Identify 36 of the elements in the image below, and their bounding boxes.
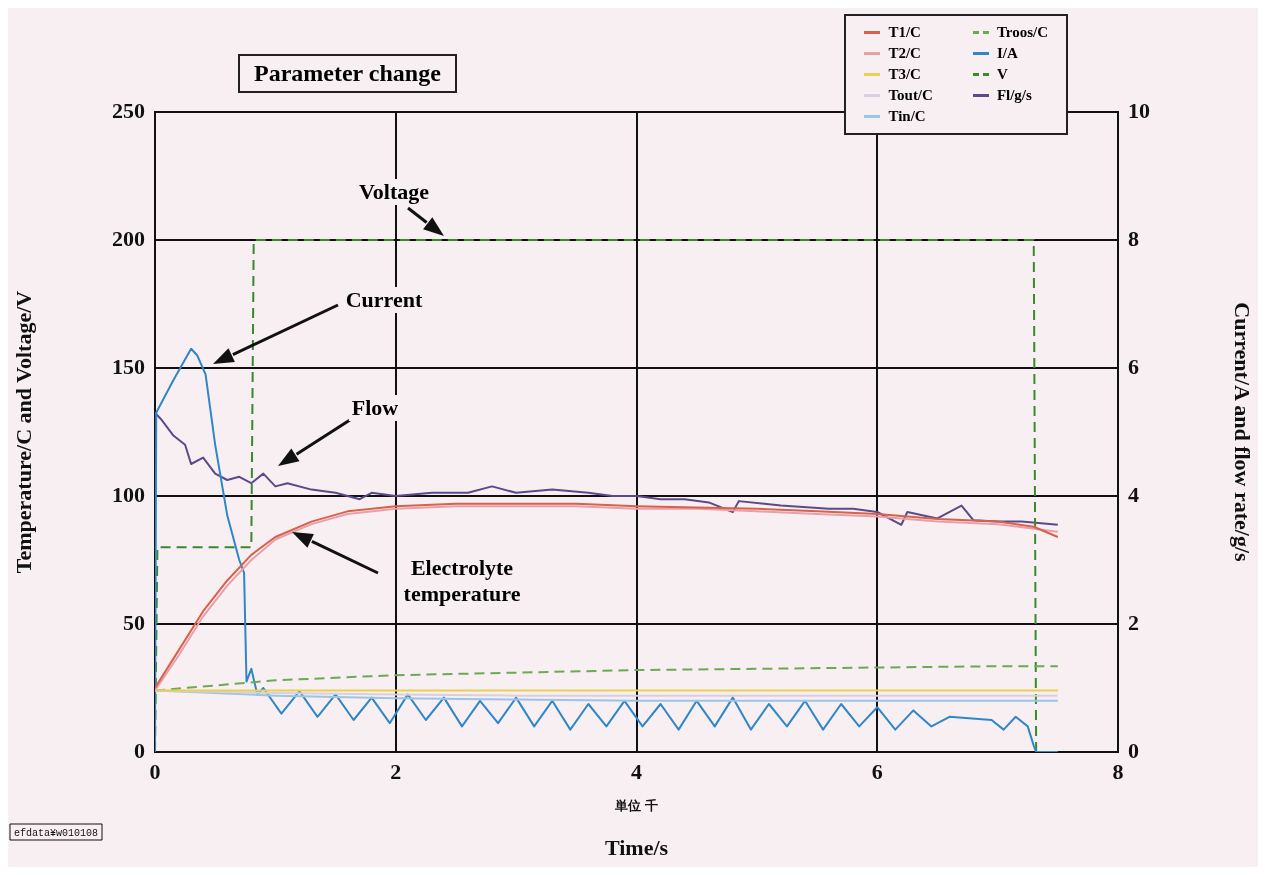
y-tick-label: 150 — [112, 353, 145, 379]
y2-tick-label: 4 — [1128, 481, 1139, 507]
y-tick-label: 200 — [112, 225, 145, 251]
y2-tick-label: 2 — [1128, 609, 1139, 635]
annotation: Current — [342, 287, 426, 313]
text: efdata¥w010108 — [14, 828, 99, 839]
legend-label: Troos/C — [996, 24, 1048, 41]
y-tick-label: 100 — [112, 481, 145, 507]
y2-tick-label: 0 — [1128, 737, 1139, 763]
legend-label: Tin/C — [888, 108, 926, 125]
y-tick-label: 50 — [123, 609, 145, 635]
annotation: Voltage — [355, 179, 433, 205]
legend-label: T3/C — [888, 66, 921, 83]
legend-label: Tout/C — [888, 87, 933, 104]
y2-tick-label: 6 — [1128, 353, 1139, 379]
y-tick-label: 250 — [112, 97, 145, 123]
annotation: Electrolyte temperature — [400, 555, 524, 607]
legend-label: I/A — [996, 45, 1018, 62]
x-tick-label: 4 — [631, 758, 642, 784]
y-axis-title: Temperature/C and Voltage/V — [10, 290, 36, 574]
y2-tick-label: 10 — [1128, 97, 1150, 123]
y-tick-label: 0 — [134, 737, 145, 763]
y2-tick-label: 8 — [1128, 225, 1139, 251]
annotation: Flow — [348, 395, 402, 421]
x-axis-title: Time/s — [604, 835, 669, 861]
text: 単位 千 — [614, 798, 658, 813]
x-tick-label: 6 — [871, 758, 883, 784]
x-tick-label: 0 — [149, 758, 161, 784]
x-tick-label: 8 — [1112, 758, 1124, 784]
x-tick-label: 2 — [390, 758, 402, 784]
legend-label: V — [996, 66, 1008, 83]
legend-label: T2/C — [888, 45, 921, 62]
y2-axis-title: Current/A and flow rate/g/s — [1230, 302, 1256, 563]
chart-title: Parameter change — [238, 54, 457, 93]
legend-label: Fl/g/s — [996, 87, 1032, 104]
legend-label: T1/C — [888, 24, 921, 41]
